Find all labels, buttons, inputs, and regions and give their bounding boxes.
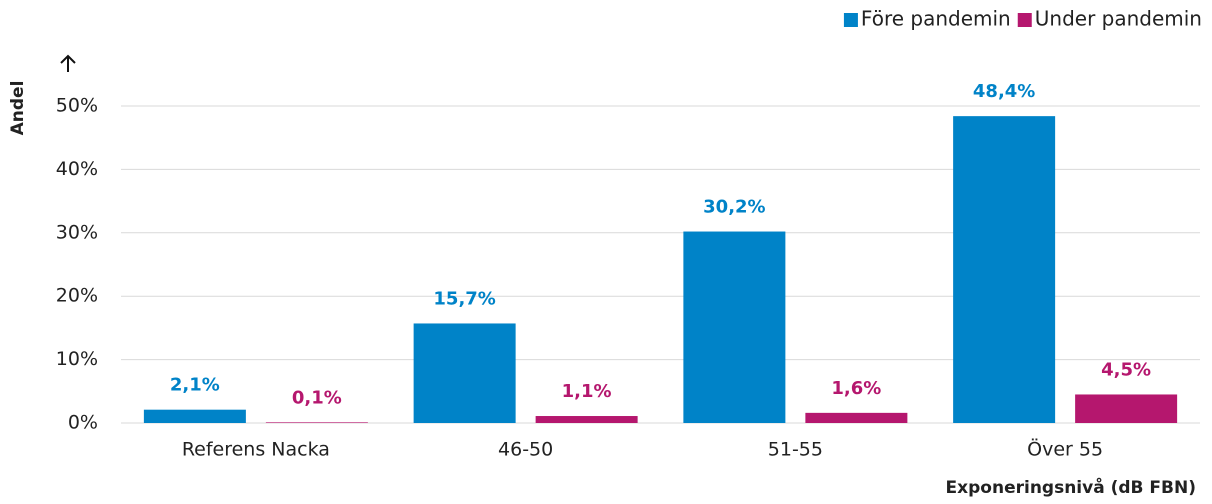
bar bbox=[143, 409, 246, 423]
bar bbox=[805, 412, 908, 423]
bar bbox=[265, 422, 368, 423]
legend-swatch bbox=[1017, 13, 1032, 27]
value-label: 1,6% bbox=[831, 378, 881, 399]
legend-swatch bbox=[843, 13, 858, 27]
legend-label: Under pandemin bbox=[1035, 7, 1202, 31]
legend-label: Före pandemin bbox=[861, 7, 1011, 31]
value-label: 30,2% bbox=[703, 197, 765, 218]
bar bbox=[1075, 394, 1178, 423]
y-tick-label: 20% bbox=[56, 285, 98, 307]
value-label: 0,1% bbox=[292, 387, 342, 408]
x-tick-label: Över 55 bbox=[1027, 438, 1103, 461]
x-tick-label: 51-55 bbox=[768, 439, 823, 461]
y-tick-label: 10% bbox=[56, 348, 98, 370]
x-axis-label: Exponeringsnivå (dB FBN) bbox=[946, 476, 1196, 498]
axis-arrow bbox=[60, 54, 76, 72]
value-label: 1,1% bbox=[562, 381, 612, 402]
value-label: 48,4% bbox=[973, 81, 1035, 102]
value-label: 2,1% bbox=[170, 375, 220, 396]
y-tick-label: 40% bbox=[56, 158, 98, 180]
x-tick-label: Referens Nacka bbox=[182, 439, 330, 461]
y-tick-label: 30% bbox=[56, 221, 98, 243]
y-tick-label: 50% bbox=[56, 95, 98, 117]
bar bbox=[535, 416, 638, 423]
bar bbox=[953, 116, 1056, 424]
x-tick-label: 46-50 bbox=[498, 439, 553, 461]
value-label: 4,5% bbox=[1101, 359, 1151, 380]
value-label: 15,7% bbox=[433, 288, 495, 309]
bar bbox=[413, 323, 516, 423]
y-tick-label: 0% bbox=[68, 412, 98, 434]
y-axis-label: Andel bbox=[8, 81, 28, 136]
bar bbox=[683, 231, 786, 423]
